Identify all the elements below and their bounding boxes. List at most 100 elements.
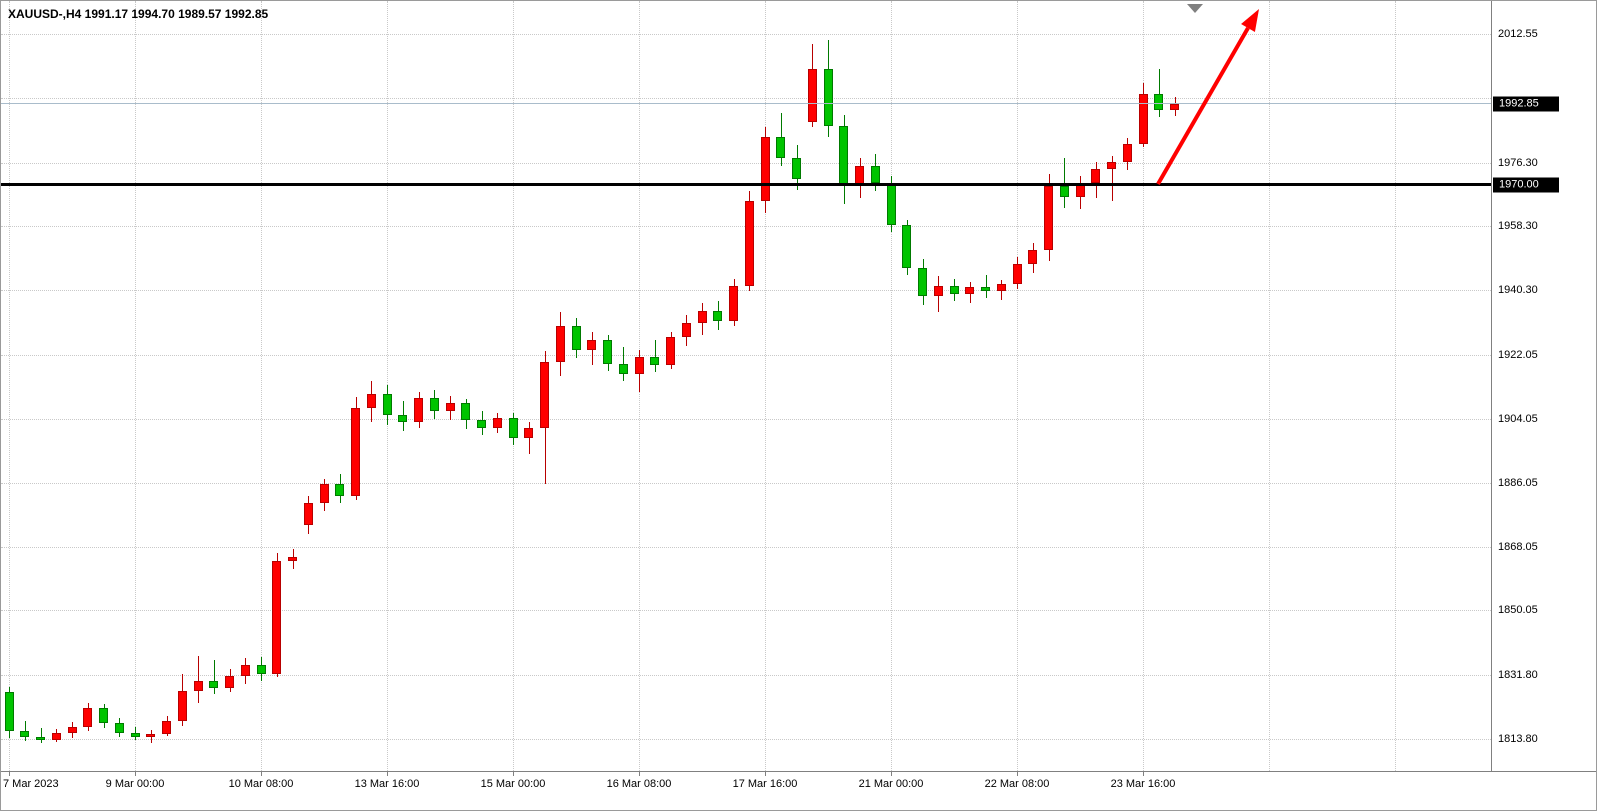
time-axis-label: 23 Mar 16:00	[1110, 778, 1176, 790]
candle	[1060, 186, 1069, 197]
candle	[682, 322, 691, 337]
chart-plot-area[interactable]	[1, 1, 1491, 771]
grid-line-horizontal	[1, 163, 1491, 164]
grid-line-horizontal	[1, 98, 1491, 99]
grid-line-horizontal	[1, 34, 1491, 35]
time-axis-tick	[639, 772, 640, 776]
candle	[209, 680, 218, 688]
candle	[272, 560, 281, 674]
candle	[745, 200, 754, 286]
grid-line-horizontal	[1, 675, 1491, 676]
candle	[524, 427, 533, 439]
candle	[729, 285, 738, 322]
price-axis-label: 2012.55	[1498, 28, 1538, 40]
price-tag: 1970.00	[1493, 177, 1559, 193]
time-axis-label: 17 Mar 16:00	[732, 778, 798, 790]
time-axis-tick	[9, 772, 10, 776]
candle-wick	[41, 727, 42, 743]
candle	[162, 721, 171, 735]
grid-line-horizontal	[1, 547, 1491, 548]
candle	[619, 363, 628, 375]
time-axis[interactable]: 7 Mar 2023 9 Mar 00:00 10 Mar 08:00 13 Mar …	[1, 772, 1596, 810]
grid-line-vertical	[513, 1, 514, 771]
candle	[414, 397, 423, 422]
candle	[997, 283, 1006, 291]
candle	[950, 285, 959, 295]
price-axis-label: 1940.30	[1498, 284, 1538, 297]
time-axis-tick	[135, 772, 136, 776]
candle	[493, 418, 502, 428]
candle	[1013, 264, 1022, 284]
candle	[461, 402, 470, 421]
candle	[20, 731, 29, 737]
grid-line-vertical	[1143, 1, 1144, 771]
price-tag: 1992.85	[1493, 96, 1559, 112]
candle	[304, 503, 313, 526]
candle	[540, 361, 549, 428]
candle	[83, 707, 92, 727]
candle-wick	[25, 720, 26, 742]
candle	[509, 418, 518, 439]
candle	[981, 287, 990, 291]
candle	[1076, 182, 1085, 197]
candle	[1044, 186, 1053, 251]
candle	[572, 326, 581, 350]
time-axis-tick	[261, 772, 262, 776]
candle	[36, 736, 45, 740]
candle	[194, 680, 203, 692]
candle	[430, 397, 439, 412]
candle	[1091, 168, 1100, 183]
time-axis-tick	[1017, 772, 1018, 776]
candle-wick	[1112, 155, 1113, 201]
candle	[792, 157, 801, 180]
candle	[1139, 94, 1148, 144]
candle-wick	[214, 660, 215, 694]
grid-line-horizontal	[1, 739, 1491, 740]
candle	[225, 675, 234, 688]
candle	[666, 336, 675, 366]
time-axis-label: 22 Mar 08:00	[984, 778, 1050, 790]
candle	[603, 340, 612, 364]
candle	[713, 310, 722, 322]
grid-line-vertical	[135, 1, 136, 771]
time-axis-tick	[1143, 772, 1144, 776]
candle-wick	[1064, 157, 1065, 208]
support-line-1970[interactable]	[1, 183, 1491, 187]
candle	[320, 484, 329, 504]
time-axis-label: 21 Mar 00:00	[858, 778, 924, 790]
candle	[1028, 250, 1037, 265]
candle	[839, 126, 848, 187]
candle	[178, 691, 187, 722]
candle	[115, 722, 124, 733]
candle	[808, 69, 817, 123]
candle	[335, 484, 344, 496]
candle	[5, 692, 14, 732]
time-axis-label: 7 Mar 2023	[3, 778, 59, 790]
candle	[288, 556, 297, 561]
grid-line-horizontal	[1, 419, 1491, 420]
candle	[934, 285, 943, 297]
price-axis-label: 1886.05	[1498, 476, 1538, 489]
candle	[68, 726, 77, 733]
time-axis-tick	[387, 772, 388, 776]
price-axis[interactable]: 2012.55 1976.30 1958.30 1940.30 1922.05 1904.…	[1492, 1, 1596, 771]
candle	[257, 665, 266, 674]
grid-line-vertical	[765, 1, 766, 771]
candle	[1170, 103, 1179, 110]
candle	[351, 407, 360, 496]
grid-line-vertical	[261, 1, 262, 771]
candle	[871, 166, 880, 183]
candle	[902, 225, 911, 268]
grid-line-horizontal	[1, 483, 1491, 484]
current-price-line	[1, 103, 1491, 105]
candle	[698, 310, 707, 323]
price-axis-label: 1958.30	[1498, 220, 1538, 233]
price-axis-separator	[1491, 1, 1492, 771]
candle	[824, 69, 833, 127]
price-axis-label: 1976.30	[1498, 156, 1538, 169]
price-axis-label: 1904.05	[1498, 412, 1538, 425]
candle	[477, 420, 486, 428]
grid-line-vertical	[9, 1, 10, 771]
time-axis-label: 16 Mar 08:00	[606, 778, 672, 790]
